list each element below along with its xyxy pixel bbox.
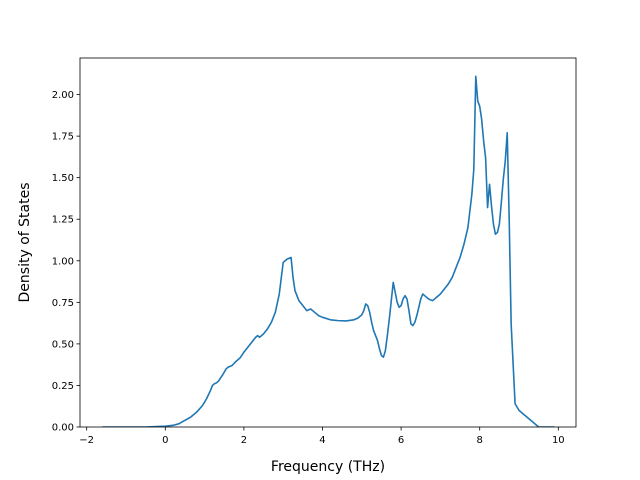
y-tick-label: 1.25 [52,215,74,226]
y-tick-label: 1.00 [52,256,74,267]
x-tick-label: −2 [79,435,94,446]
axis-ticks: −2 0 2 4 6 8 10 0.00 0.25 0.50 0.75 1.00 1.25 1.50 1.7… [52,90,565,446]
y-tick-label: 0.75 [52,298,74,309]
x-tick-label: 2 [241,435,247,446]
x-tick-label: 10 [552,435,565,446]
y-tick-label: 0.50 [52,339,74,350]
y-tick-label: 1.75 [52,132,74,143]
y-tick-label: 2.00 [52,90,74,101]
axes-frame [79,57,577,428]
x-tick-label: 4 [319,435,325,446]
plot-area [102,75,555,427]
x-tick-label: 6 [398,435,404,446]
y-tick-label: 0.00 [52,423,74,434]
y-tick-label: 0.25 [52,381,74,392]
y-axis-title: Density of States [17,183,33,303]
x-axis-title: Frequency (THz) [271,459,385,475]
y-tick-label: 1.50 [52,173,74,184]
x-tick-label: 0 [162,435,168,446]
x-tick-label: 8 [477,435,483,446]
dos-series-line [102,75,555,427]
